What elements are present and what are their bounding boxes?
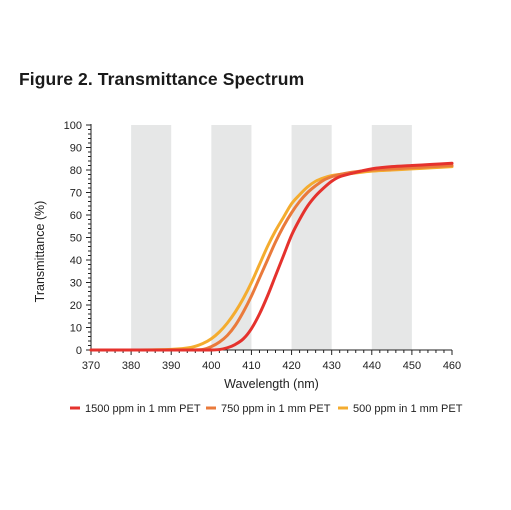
legend-label-2: 750 ppm in 1 mm PET <box>221 403 331 415</box>
y-tick-label: 70 <box>70 188 82 200</box>
series-line-1 <box>89 161 454 352</box>
shaded-band-1 <box>131 125 172 350</box>
x-tick-label: 370 <box>82 360 100 372</box>
x-axis-title: Wavelength (nm) <box>224 377 319 391</box>
x-tick-label: 390 <box>162 360 180 372</box>
shaded-band-3 <box>291 125 332 350</box>
y-tick-label: 90 <box>70 143 82 155</box>
y-tick-label: 100 <box>64 120 82 132</box>
y-tick-label: 40 <box>70 255 82 267</box>
shaded-bands <box>131 125 412 350</box>
x-tick-label: 400 <box>202 360 220 372</box>
x-tick-label: 450 <box>403 360 421 372</box>
x-tick-label: 410 <box>242 360 260 372</box>
y-tick-label: 60 <box>70 210 82 222</box>
y-tick-label: 30 <box>70 278 82 290</box>
x-tick-label: 420 <box>282 360 300 372</box>
series-lines <box>89 161 454 352</box>
figure-title: Figure 2. Transmittance Spectrum <box>19 69 305 89</box>
y-axis-title: Transmittance (%) <box>33 201 47 303</box>
legend-label-1: 1500 ppm in 1 mm PET <box>85 403 201 415</box>
legend-label-3: 500 ppm in 1 mm PET <box>353 403 463 415</box>
y-tick-label: 10 <box>70 323 82 335</box>
x-tick-label: 460 <box>443 360 461 372</box>
chart-legend: 1500 ppm in 1 mm PET 750 ppm in 1 mm PET 5… <box>70 403 463 415</box>
x-tick-label: 430 <box>322 360 340 372</box>
x-tick-label: 440 <box>363 360 381 372</box>
y-tick-label: 0 <box>76 345 82 357</box>
x-tick-label: 380 <box>122 360 140 372</box>
y-tick-label: 20 <box>70 300 82 312</box>
shaded-band-4 <box>371 125 412 350</box>
shaded-band-2 <box>211 125 252 350</box>
y-tick-label: 50 <box>70 233 82 245</box>
tick-labels: 0 10 20 30 40 50 60 70 80 90 100 370 380 390 400 410 420… <box>64 120 462 372</box>
y-tick-label: 80 <box>70 165 82 177</box>
